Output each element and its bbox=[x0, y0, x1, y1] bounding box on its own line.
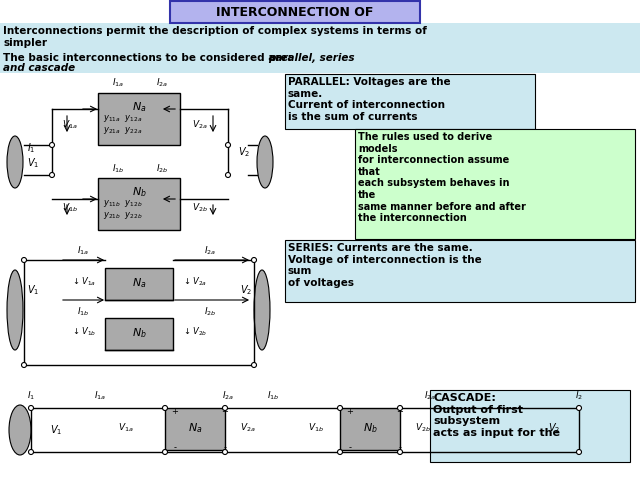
Circle shape bbox=[223, 406, 227, 410]
Text: +: + bbox=[221, 408, 228, 417]
Text: $I_{2a}$: $I_{2a}$ bbox=[156, 76, 168, 89]
Text: $N_b$: $N_b$ bbox=[363, 421, 378, 435]
Circle shape bbox=[49, 143, 54, 147]
Text: $I_{2b}$: $I_{2b}$ bbox=[156, 163, 168, 175]
Text: -: - bbox=[399, 444, 401, 453]
Text: $V_{2b}$: $V_{2b}$ bbox=[192, 202, 208, 214]
Ellipse shape bbox=[254, 270, 270, 350]
Text: $I_{1a}$: $I_{1a}$ bbox=[94, 389, 106, 402]
Text: $I_{2a}$: $I_{2a}$ bbox=[222, 389, 234, 402]
Text: Interconnections permit the description of complex systems in terms of
simpler: Interconnections permit the description … bbox=[3, 26, 427, 48]
Text: $N_b$: $N_b$ bbox=[132, 326, 147, 340]
Text: PARALLEL: Voltages are the
same.
Current of interconnection
is the sum of curren: PARALLEL: Voltages are the same. Current… bbox=[288, 77, 451, 122]
Bar bbox=[98, 178, 180, 230]
Bar bbox=[170, 1, 420, 23]
Circle shape bbox=[397, 406, 403, 410]
Text: parallel, series: parallel, series bbox=[268, 53, 355, 63]
Text: $\downarrow V_{1b}$: $\downarrow V_{1b}$ bbox=[71, 325, 96, 337]
Text: $V_2$: $V_2$ bbox=[548, 421, 560, 435]
Bar bbox=[165, 408, 225, 450]
Text: +: + bbox=[172, 408, 179, 417]
Text: $V_2$: $V_2$ bbox=[240, 283, 252, 297]
Text: $V_{1a}$: $V_{1a}$ bbox=[62, 119, 77, 131]
Text: $I_{1a}$: $I_{1a}$ bbox=[77, 244, 89, 257]
Text: INTERCONNECTION OF: INTERCONNECTION OF bbox=[216, 7, 374, 20]
Text: $V_{2a}$: $V_{2a}$ bbox=[193, 119, 208, 131]
Circle shape bbox=[163, 406, 168, 410]
Circle shape bbox=[577, 406, 582, 410]
Text: $I_1$: $I_1$ bbox=[27, 389, 35, 402]
Text: $V_{1b}$: $V_{1b}$ bbox=[308, 422, 324, 434]
Text: -: - bbox=[173, 444, 177, 453]
Text: $I_{2a}$: $I_{2a}$ bbox=[204, 244, 216, 257]
Text: $V_{2a}$: $V_{2a}$ bbox=[240, 422, 255, 434]
Circle shape bbox=[163, 449, 168, 455]
Text: $N_a$: $N_a$ bbox=[188, 421, 202, 435]
Text: The rules used to derive
models
for interconnection assume
that
each subsystem b: The rules used to derive models for inte… bbox=[358, 132, 526, 223]
Bar bbox=[340, 408, 400, 450]
Text: $V_1$: $V_1$ bbox=[27, 283, 39, 297]
Text: $I_{1b}$: $I_{1b}$ bbox=[267, 389, 279, 402]
Text: +: + bbox=[397, 408, 403, 417]
Bar bbox=[98, 93, 180, 145]
Bar bbox=[285, 240, 635, 302]
Bar bbox=[0, 51, 640, 73]
Text: -: - bbox=[349, 444, 351, 453]
Text: -: - bbox=[223, 444, 227, 453]
Text: $\downarrow V_{2a}$: $\downarrow V_{2a}$ bbox=[182, 275, 207, 288]
Circle shape bbox=[577, 449, 582, 455]
Ellipse shape bbox=[7, 270, 23, 350]
Circle shape bbox=[29, 449, 33, 455]
Circle shape bbox=[337, 406, 342, 410]
Text: The basic interconnections to be considered are:: The basic interconnections to be conside… bbox=[3, 53, 296, 63]
Text: $V_{1a}$: $V_{1a}$ bbox=[118, 422, 134, 434]
Text: and cascade: and cascade bbox=[3, 63, 75, 73]
Ellipse shape bbox=[9, 405, 31, 455]
Text: $I_{1b}$: $I_{1b}$ bbox=[112, 163, 124, 175]
Circle shape bbox=[22, 257, 26, 263]
Text: $I_1$: $I_1$ bbox=[27, 141, 35, 155]
Text: SERIES: Currents are the same.
Voltage of interconnection is the
sum
of voltages: SERIES: Currents are the same. Voltage o… bbox=[288, 243, 482, 288]
Text: $I_{1b}$: $I_{1b}$ bbox=[77, 305, 89, 318]
Circle shape bbox=[49, 172, 54, 178]
Bar bbox=[285, 74, 535, 129]
Text: $y_{11b}$  $y_{12b}$: $y_{11b}$ $y_{12b}$ bbox=[103, 198, 143, 209]
Text: $V_{1b}$: $V_{1b}$ bbox=[62, 202, 78, 214]
Text: CASCADE:
Output of first
subsystem
acts as input for the: CASCADE: Output of first subsystem acts … bbox=[433, 393, 560, 438]
Bar bbox=[355, 129, 635, 239]
Circle shape bbox=[252, 362, 257, 368]
Text: $y_{21b}$  $y_{22b}$: $y_{21b}$ $y_{22b}$ bbox=[103, 210, 143, 221]
Circle shape bbox=[29, 406, 33, 410]
Text: $V_1$: $V_1$ bbox=[27, 156, 39, 170]
Text: $N_a$: $N_a$ bbox=[132, 276, 147, 290]
Text: $\downarrow V_{2b}$: $\downarrow V_{2b}$ bbox=[182, 325, 207, 337]
Ellipse shape bbox=[7, 136, 23, 188]
Ellipse shape bbox=[257, 136, 273, 188]
Circle shape bbox=[225, 143, 230, 147]
Text: $I_{1a}$: $I_{1a}$ bbox=[112, 76, 124, 89]
Bar bbox=[430, 390, 630, 462]
Bar bbox=[105, 318, 173, 350]
Text: $V_{2b}$: $V_{2b}$ bbox=[415, 422, 431, 434]
Circle shape bbox=[223, 449, 227, 455]
Bar bbox=[0, 23, 640, 51]
Bar bbox=[105, 268, 173, 300]
Text: $V_1$: $V_1$ bbox=[50, 423, 62, 437]
Circle shape bbox=[252, 257, 257, 263]
Text: $y_{11a}$  $y_{12a}$: $y_{11a}$ $y_{12a}$ bbox=[103, 113, 143, 124]
Circle shape bbox=[22, 362, 26, 368]
Text: $I_{2b}$: $I_{2b}$ bbox=[204, 305, 216, 318]
Text: $y_{21a}$  $y_{22a}$: $y_{21a}$ $y_{22a}$ bbox=[103, 125, 143, 136]
Text: $\downarrow V_{1a}$: $\downarrow V_{1a}$ bbox=[71, 275, 96, 288]
Circle shape bbox=[337, 449, 342, 455]
Ellipse shape bbox=[579, 405, 601, 455]
Text: $V_2$: $V_2$ bbox=[238, 145, 250, 159]
Text: $I_2$: $I_2$ bbox=[575, 389, 583, 402]
Text: +: + bbox=[347, 408, 353, 417]
Text: $N_b$: $N_b$ bbox=[132, 185, 147, 199]
Circle shape bbox=[397, 449, 403, 455]
Circle shape bbox=[225, 172, 230, 178]
Text: $N_a$: $N_a$ bbox=[132, 100, 147, 114]
Text: $I_{2a}$: $I_{2a}$ bbox=[424, 389, 436, 402]
